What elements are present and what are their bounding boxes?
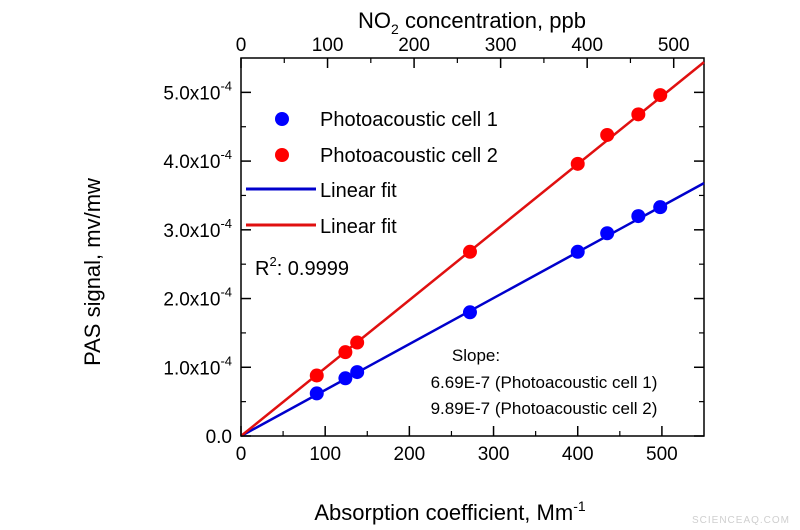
data-point-cell-2 xyxy=(309,368,324,383)
data-point-cell-2 xyxy=(338,345,353,360)
legend-marker-cell-1 xyxy=(275,112,289,126)
data-point-cell-1 xyxy=(309,386,324,401)
x-axis-title: Absorption coefficient, Mm-1 xyxy=(314,498,585,525)
y-tick-label: 4.0x10-4 xyxy=(163,147,232,173)
top-tick-label: 400 xyxy=(571,35,603,56)
data-point-cell-1 xyxy=(462,305,477,320)
data-point-cell-1 xyxy=(631,209,646,224)
y-tick-label: 1.0x10-4 xyxy=(163,353,232,379)
data-point-cell-2 xyxy=(600,127,615,142)
data-point-cell-2 xyxy=(631,107,646,122)
data-point-cell-2 xyxy=(350,335,365,350)
y-tick-label: 3.0x10-4 xyxy=(163,216,232,242)
r-squared-annotation: R2: 0.9999 xyxy=(255,254,349,280)
top-tick-label: 200 xyxy=(398,35,430,56)
top-tick-label: 0 xyxy=(236,35,247,56)
data-point-cell-2 xyxy=(570,156,585,171)
legend-label-fit-2: Linear fit xyxy=(320,216,397,238)
data-point-cell-2 xyxy=(462,244,477,259)
slope-annotation: Slope: 6.69E-7 (Photoacoustic cell 1) 9.… xyxy=(431,346,658,418)
x-tick-label: 200 xyxy=(394,444,426,465)
data-point-cell-2 xyxy=(653,88,668,103)
x-axis-ticks: 0 100 200 300 400 500 xyxy=(236,426,678,465)
x-tick-label: 300 xyxy=(478,444,510,465)
top-tick-label: 500 xyxy=(658,35,690,56)
legend-label-fit-1: Linear fit xyxy=(320,180,397,202)
legend-marker-cell-2 xyxy=(275,148,289,162)
slope-title: Slope: xyxy=(452,346,500,365)
legend: Photoacoustic cell 1 Photoacoustic cell … xyxy=(246,109,498,238)
legend-label-cell-2: Photoacoustic cell 2 xyxy=(320,145,498,167)
watermark: SCIENCEAQ.COM xyxy=(691,515,790,526)
data-point-cell-1 xyxy=(570,244,585,259)
y-tick-label: 0.0 xyxy=(206,427,232,448)
plot-border xyxy=(240,57,705,437)
x-tick-label: 100 xyxy=(309,444,341,465)
data-points xyxy=(309,88,668,401)
slope-line-cell-2: 9.89E-7 (Photoacoustic cell 2) xyxy=(431,399,658,418)
top-tick-label: 100 xyxy=(312,35,344,56)
data-point-cell-1 xyxy=(338,371,353,386)
data-point-cell-1 xyxy=(653,200,668,215)
top-axis-title: NO2 concentration, ppb xyxy=(358,8,586,37)
x-tick-label: 500 xyxy=(646,444,678,465)
y-tick-label: 5.0x10-4 xyxy=(163,78,232,104)
y-axis-title: PAS signal, mv/mw xyxy=(80,178,105,366)
data-point-cell-1 xyxy=(600,226,615,241)
data-point-cell-1 xyxy=(350,365,365,380)
x-tick-label: 0 xyxy=(236,444,247,465)
plot-frame xyxy=(240,57,705,437)
y-axis-ticks: 0.0 1.0x10-4 2.0x10-4 3.0x10-4 4.0x10-4 5.0x1… xyxy=(163,78,704,448)
y-tick-label: 2.0x10-4 xyxy=(163,285,232,311)
top-axis-ticks: 0 100 200 300 400 500 xyxy=(236,35,690,68)
top-tick-label: 300 xyxy=(485,35,517,56)
x-tick-label: 400 xyxy=(562,444,594,465)
slope-line-cell-1: 6.69E-7 (Photoacoustic cell 1) xyxy=(431,373,658,392)
legend-label-cell-1: Photoacoustic cell 1 xyxy=(320,109,498,131)
